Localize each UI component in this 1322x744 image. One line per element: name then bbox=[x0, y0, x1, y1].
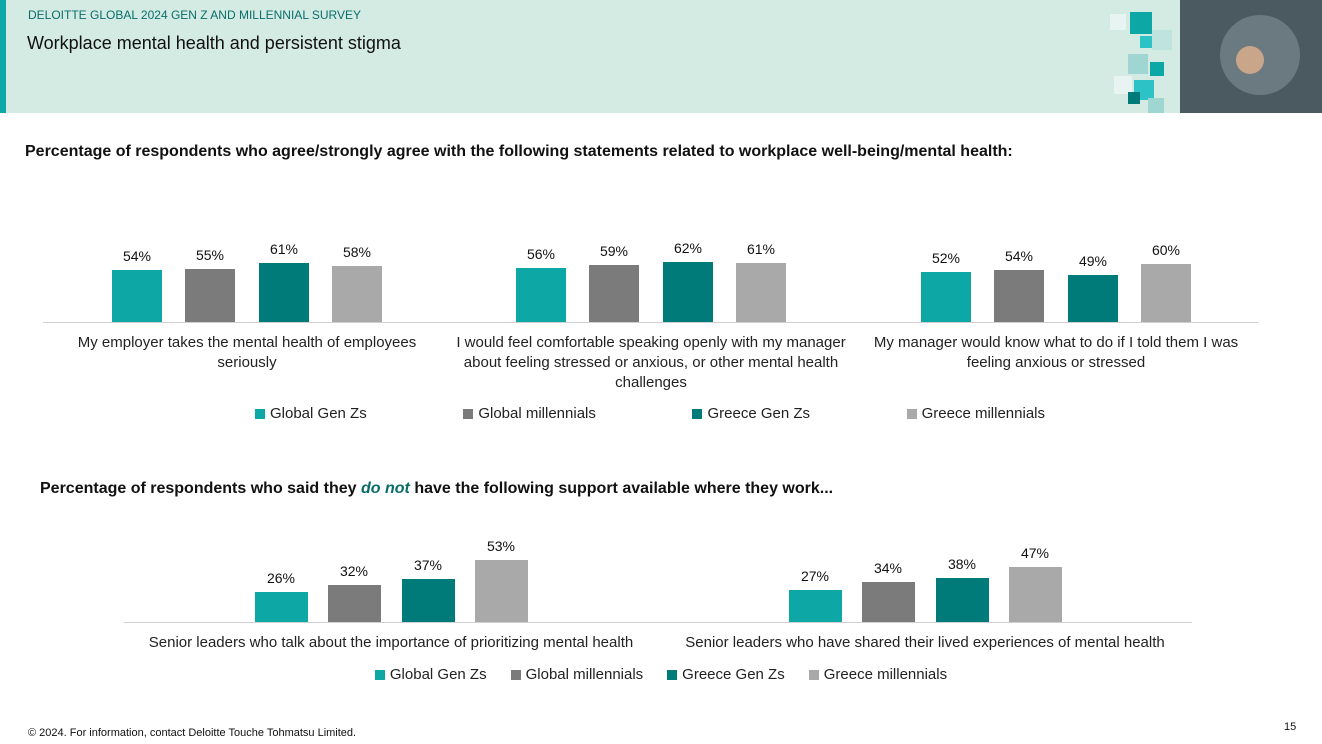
legend-item: Global Gen Zs bbox=[255, 405, 367, 422]
legend-item: Greece Gen Zs bbox=[667, 666, 785, 683]
category-label: My manager would know what to do if I to… bbox=[873, 334, 1239, 371]
bar bbox=[112, 270, 162, 322]
legend-swatch bbox=[374, 669, 385, 680]
chart-title-part: Percentage of respondents who said they bbox=[40, 480, 357, 497]
legend-label: Global millennials bbox=[525, 666, 644, 683]
bar bbox=[259, 263, 309, 322]
header-image bbox=[1110, 0, 1322, 113]
value-label: 56% bbox=[526, 246, 556, 263]
value-label: 38% bbox=[947, 555, 977, 572]
legend-label: Greece millennials bbox=[921, 405, 1045, 422]
chart-title: Percentage of respondents who said they d… bbox=[40, 480, 838, 498]
value-label: 47% bbox=[1020, 545, 1050, 561]
legend-swatch bbox=[510, 669, 521, 680]
axis-line bbox=[43, 322, 1258, 323]
legend-label: Global Gen Zs bbox=[389, 666, 487, 683]
bar bbox=[254, 591, 308, 622]
legend-swatch bbox=[808, 669, 819, 680]
value-label: 27% bbox=[800, 568, 830, 585]
legend-item: Global millennials bbox=[463, 405, 596, 422]
value-label: 59% bbox=[599, 243, 629, 260]
axis-line bbox=[124, 622, 1192, 623]
value-label: 60% bbox=[1151, 242, 1181, 259]
bar bbox=[327, 584, 381, 622]
legend-swatch bbox=[255, 408, 265, 419]
legend-item: Greece Gen Zs bbox=[692, 405, 810, 422]
legend-swatch bbox=[463, 408, 474, 419]
legend-label: Greece millennials bbox=[823, 666, 948, 683]
legend-label: Global Gen Zs bbox=[270, 405, 367, 422]
category-label: My employer takes the mental health of e… bbox=[77, 334, 417, 371]
bar bbox=[736, 263, 786, 322]
value-label: 54% bbox=[122, 248, 152, 265]
chart-title-emphasis: do not bbox=[360, 480, 410, 497]
legend-swatch bbox=[906, 408, 917, 419]
legend-item: Global Gen Zs bbox=[374, 666, 487, 683]
value-label: 62% bbox=[673, 240, 703, 257]
bar bbox=[401, 578, 455, 622]
bar bbox=[332, 266, 382, 322]
legend-swatch bbox=[667, 669, 678, 680]
legend-item: Greece millennials bbox=[808, 666, 948, 683]
chart-title: Percentage of respondents who agree/stro… bbox=[25, 143, 1013, 160]
survey-label: DELOITTE GLOBAL 2024 GEN Z AND MILLENNIA… bbox=[28, 8, 362, 22]
category-label: Senior leaders who talk about the import… bbox=[148, 634, 634, 651]
bar bbox=[516, 268, 566, 322]
value-label: 54% bbox=[1004, 248, 1034, 265]
legend-swatch bbox=[692, 408, 703, 419]
legend-label: Greece Gen Zs bbox=[707, 405, 811, 422]
category-label: Senior leaders who have shared their liv… bbox=[685, 634, 1165, 651]
bar bbox=[1068, 274, 1118, 322]
header-band bbox=[0, 0, 1322, 113]
legend: Global Gen Zs Global millennials Greece Ge… bbox=[300, 666, 1022, 683]
slide-title: Workplace mental health and persistent s… bbox=[27, 33, 401, 53]
value-label: 61% bbox=[746, 241, 776, 258]
legend-label: Greece Gen Zs bbox=[682, 666, 785, 683]
bar bbox=[663, 262, 713, 322]
bar bbox=[861, 582, 915, 622]
bar bbox=[1141, 264, 1191, 322]
value-label: 53% bbox=[486, 537, 516, 554]
value-label: 61% bbox=[269, 241, 299, 258]
legend-label: Global millennials bbox=[478, 405, 596, 422]
value-label: 52% bbox=[931, 250, 961, 267]
legend-item: Greece millennials bbox=[906, 405, 1045, 422]
bar bbox=[185, 269, 235, 322]
copyright: © 2024. For information, contact Deloitt… bbox=[28, 727, 357, 739]
legend: Global Gen Zs Global millennials Greece Ge… bbox=[255, 405, 1045, 422]
value-label: 37% bbox=[413, 556, 443, 573]
value-label: 26% bbox=[266, 569, 296, 586]
bar bbox=[589, 265, 639, 322]
page-number: 15 bbox=[1284, 721, 1297, 733]
value-label: 34% bbox=[873, 560, 903, 577]
bar bbox=[788, 590, 842, 622]
legend-item: Global millennials bbox=[510, 666, 644, 683]
value-label: 49% bbox=[1078, 252, 1108, 269]
bar bbox=[994, 270, 1044, 322]
accent-strip bbox=[0, 0, 6, 113]
chart-title-part: have the following support available whe… bbox=[414, 480, 834, 497]
bar bbox=[1008, 567, 1062, 622]
bar bbox=[921, 272, 971, 322]
value-label: 58% bbox=[342, 244, 372, 261]
value-label: 32% bbox=[339, 562, 369, 579]
category-label: I would feel comfortable speaking openly… bbox=[456, 334, 846, 391]
bar bbox=[474, 559, 528, 622]
value-label: 55% bbox=[195, 247, 225, 264]
bar bbox=[935, 577, 989, 622]
